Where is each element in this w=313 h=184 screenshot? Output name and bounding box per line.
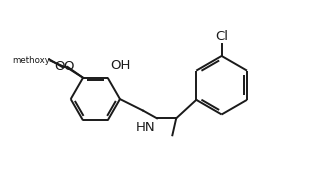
Text: methoxy: methoxy [0, 183, 1, 184]
Text: HN: HN [136, 121, 156, 134]
Text: Cl: Cl [215, 30, 228, 43]
Text: OH: OH [110, 59, 130, 72]
Text: methoxy: methoxy [12, 56, 50, 65]
Text: methoxy: methoxy [0, 183, 1, 184]
Text: O: O [63, 60, 74, 73]
Text: O: O [54, 60, 64, 73]
